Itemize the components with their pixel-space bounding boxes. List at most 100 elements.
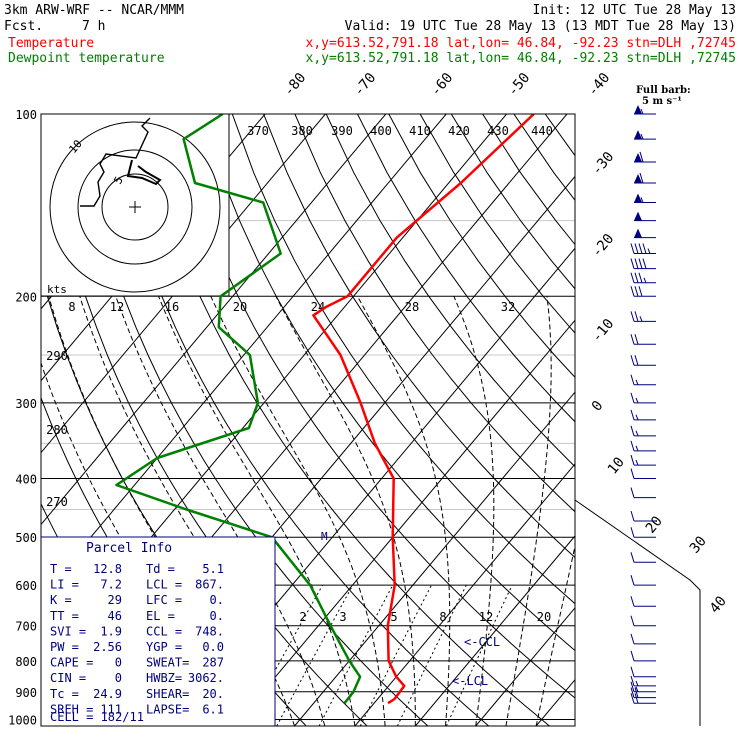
wind-barb-flag <box>634 152 642 162</box>
dry-adiabat-line <box>482 114 575 246</box>
isotherm-line <box>475 607 575 726</box>
pressure-tick-label: 100 <box>15 108 37 122</box>
wind-barb-feather <box>630 693 635 704</box>
wind-barb-flag <box>634 173 642 183</box>
isotherm-label: 40 <box>707 593 730 616</box>
temperature-location: x,y=613.52,791.18 lat,lon= 46.84, -92.23… <box>306 36 736 51</box>
wind-barb-feather <box>630 575 635 586</box>
parcel-value: 1.9 <box>100 624 122 638</box>
parcel-value: 7.2 <box>100 578 122 592</box>
parcel-key: LCL = <box>146 578 182 592</box>
wind-barb-half-feather <box>635 459 639 466</box>
wind-barb-feather <box>638 258 643 269</box>
dewpoint-location: x,y=613.52,791.18 lat,lon= 46.84, -92.23… <box>306 51 736 66</box>
parcel-value: 24.9 <box>93 687 122 701</box>
isotherm-label: 20 <box>643 513 666 536</box>
wind-barb <box>630 687 656 699</box>
isotherm-label: 10 <box>605 454 628 477</box>
wind-barb <box>630 392 656 404</box>
mixing-ratio-line <box>445 584 513 726</box>
theta-label: 420 <box>448 124 470 138</box>
hodograph-ring <box>77 149 193 265</box>
parcel-value: 0.0 <box>202 640 224 654</box>
wind-barb-feather <box>642 243 647 254</box>
wind-barb <box>630 633 656 645</box>
wind-barb <box>630 286 656 297</box>
wind-barb-feather <box>634 311 639 322</box>
wind-barb-feather <box>638 286 643 297</box>
mixing-ratio-line <box>318 584 394 726</box>
isotherm-line <box>0 114 23 726</box>
lcl-marker: <-LCL <box>452 674 488 688</box>
theta-label: 370 <box>247 124 269 138</box>
dry-adiabat-line <box>513 114 575 201</box>
isotherm-label: -60 <box>428 70 457 100</box>
hodograph-ring <box>49 121 221 293</box>
parcel-key: SVI = <box>50 624 86 638</box>
parcel-key: SHEAR= <box>146 687 189 701</box>
wind-barb <box>634 211 656 222</box>
wind-barb-feather <box>634 693 639 704</box>
parcel-value: 0. <box>210 593 224 607</box>
wind-barb-feather <box>630 425 635 436</box>
wind-barb-flag <box>634 193 642 203</box>
pressure-tick-label: 300 <box>15 397 37 411</box>
wind-barb-half-feather <box>639 316 643 322</box>
wind-barb-flag <box>634 228 642 238</box>
wind-barb-half-feather <box>635 379 639 385</box>
hodograph-trace <box>126 159 162 186</box>
wind-barb-half-feather <box>643 277 647 283</box>
isotherm-label: -40 <box>585 70 614 100</box>
wind-barb-feather <box>630 286 635 297</box>
isotherm-line <box>597 114 740 726</box>
dry-adiabat-line <box>263 114 575 559</box>
forecast-hour: 7 h <box>82 19 105 34</box>
wind-barb-feather <box>634 286 639 297</box>
hodograph-units: kts <box>47 283 67 296</box>
wind-barb <box>630 675 656 687</box>
mixing-ratio-line <box>396 584 467 726</box>
mixing-marker: M <box>321 530 328 543</box>
wind-barb-feather <box>630 454 635 466</box>
model-title: 3km ARW-WRF -- NCAR/MMM <box>4 3 184 18</box>
isotherm-label: -70 <box>351 70 380 100</box>
wind-barb-half-feather <box>635 414 639 421</box>
wind-barb-half-feather <box>647 248 651 254</box>
wind-barb-feather <box>630 272 635 283</box>
wind-barb <box>630 409 656 421</box>
theta-label: 410 <box>409 124 431 138</box>
wind-barb <box>630 615 656 627</box>
parcel-key: CAPE = <box>50 656 93 670</box>
parcel-key: T = <box>50 562 72 576</box>
wind-barb <box>630 374 656 386</box>
wind-barb-feather <box>630 468 635 479</box>
wind-barb-feather <box>630 615 635 626</box>
isotherm-line <box>41 114 326 454</box>
parcel-value: 29 <box>108 593 122 607</box>
theta-label: 440 <box>531 124 553 138</box>
init-time: Init: 12 UTC Tue 28 May 13 <box>533 3 737 18</box>
parcel-info-box: Parcel Info T = 12.8 Td = 5.1 LI = 7.2 LCL = 86… <box>40 536 276 727</box>
wind-barb <box>630 527 656 538</box>
dry-adiabat-line <box>294 114 575 513</box>
mixing-ratio-label: 20 <box>537 610 551 624</box>
wind-barb-feather <box>630 681 635 692</box>
parcel-value: 3062. <box>188 671 224 685</box>
isotherm-label: -80 <box>281 70 310 100</box>
pressure-tick-label: 900 <box>15 686 37 700</box>
isotherm-label: -50 <box>505 70 534 100</box>
parcel-key: Td = <box>146 562 175 576</box>
parcel-info-title: Parcel Info <box>86 541 172 556</box>
hodograph-speed-label: 8 <box>68 300 75 314</box>
wind-barb-feather <box>630 596 635 607</box>
wind-barb-feather <box>642 258 647 269</box>
wind-barb-feather <box>630 510 635 522</box>
parcel-value: 748. <box>195 624 224 638</box>
wind-barb-feather <box>630 666 635 677</box>
hodograph-speed-label: 32 <box>501 300 515 314</box>
wind-barb-feather <box>630 355 635 366</box>
wind-barb <box>634 193 656 203</box>
hodograph-speed-label: 16 <box>165 300 179 314</box>
wind-barb <box>630 681 656 693</box>
